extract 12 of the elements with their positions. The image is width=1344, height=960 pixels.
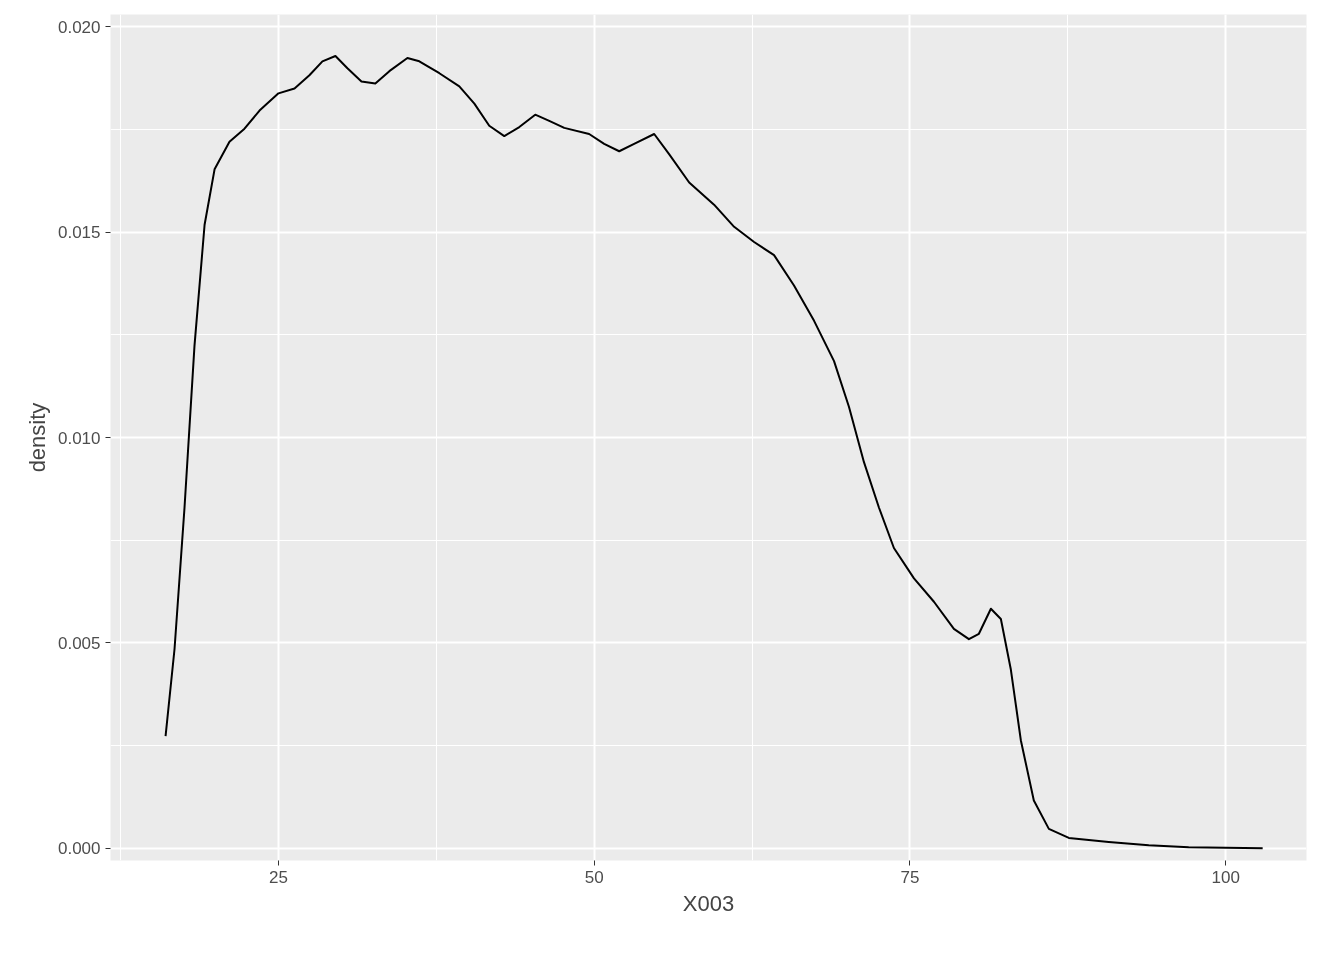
x-tick-label: 100 [1211,867,1240,887]
y-tick-label: 0.010 [57,428,101,448]
x-axis-title: X003 [682,890,735,916]
y-tick-label: 0.005 [57,633,101,653]
x-tick-label: 25 [269,867,288,887]
y-axis-title: density [24,402,50,473]
x-tick-label: 50 [584,867,604,887]
y-tick-label: 0.015 [57,223,101,243]
y-tick-label: 0.020 [57,17,101,37]
line-series [164,54,1264,850]
y-tick-label: 0.000 [57,839,101,859]
x-tick-label: 75 [900,867,920,887]
